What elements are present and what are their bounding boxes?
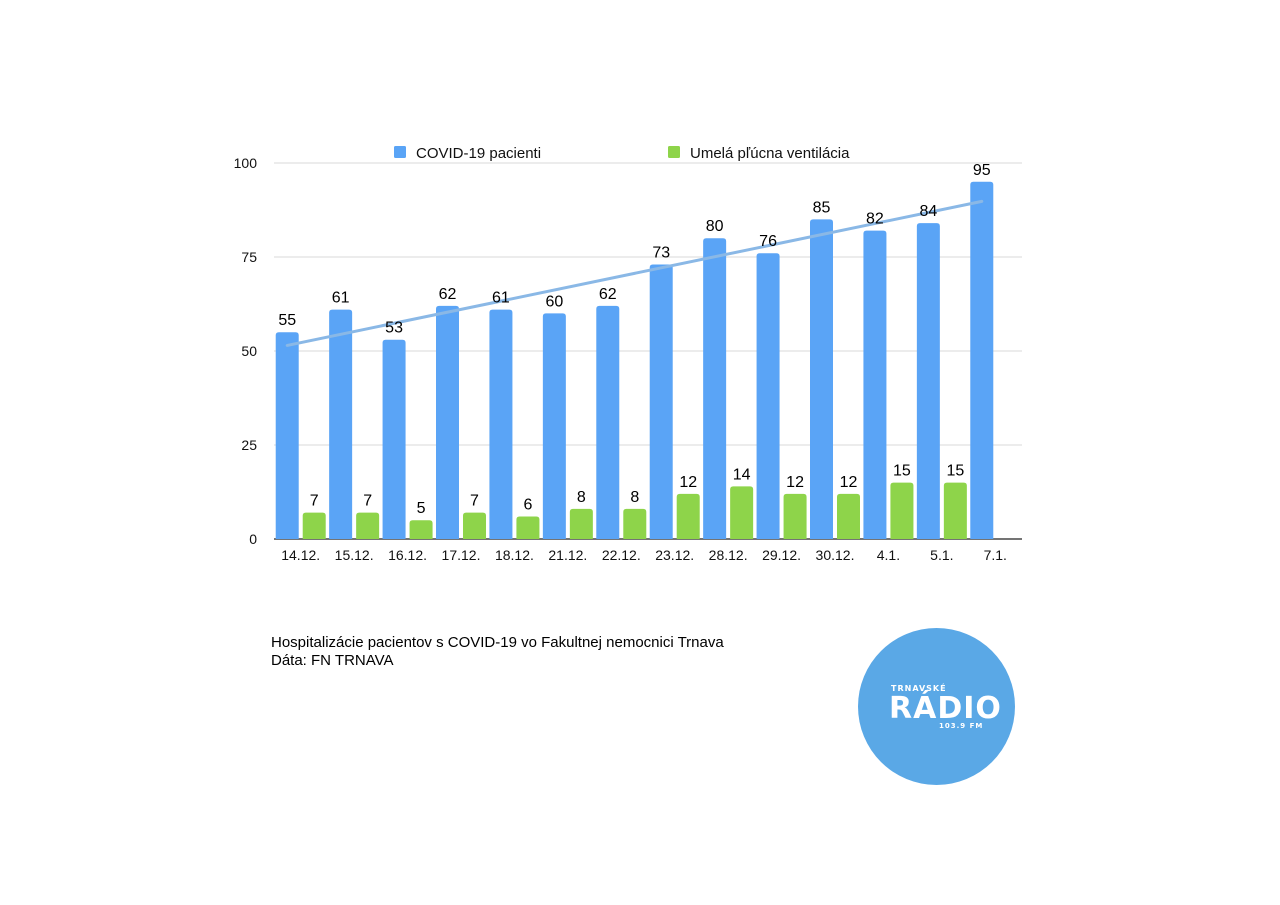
bar-ventilation bbox=[463, 512, 486, 539]
x-tick-label: 14.12. bbox=[281, 547, 320, 563]
bar-covid-patients bbox=[436, 305, 459, 539]
bar-ventilation bbox=[943, 482, 967, 539]
bar-ventilation bbox=[730, 486, 754, 539]
x-tick-label: 23.12. bbox=[655, 547, 694, 563]
data-label: 7 bbox=[470, 493, 479, 510]
bar-ventilation bbox=[890, 482, 914, 539]
logo-top-text: TRNAVSKÉ bbox=[891, 684, 947, 693]
bar-covid-patients bbox=[649, 264, 673, 539]
data-label: 82 bbox=[866, 211, 884, 228]
caption-line-2: Dáta: FN TRNAVA bbox=[271, 652, 394, 669]
bar-ventilation bbox=[409, 520, 433, 539]
bar-covid-patients bbox=[970, 181, 994, 540]
bar-covid-patients bbox=[703, 238, 727, 539]
legend-label: Umelá pľúcna ventilácia bbox=[690, 145, 850, 162]
bar-covid-patients bbox=[329, 309, 353, 539]
x-tick-label: 7.1. bbox=[984, 547, 1007, 563]
bar-ventilation bbox=[302, 512, 326, 539]
x-tick-label: 21.12. bbox=[548, 547, 587, 563]
data-label: 12 bbox=[679, 474, 697, 491]
legend-label: COVID-19 pacienti bbox=[416, 145, 541, 162]
data-labels: 55 7 61 7 53 5 62 7 61 6 60 8 62 8 73 12 80 14 76 12 85 12 82 1… bbox=[278, 162, 990, 517]
data-label: 80 bbox=[706, 218, 724, 235]
bar-ventilation bbox=[837, 493, 860, 539]
x-tick-label: 18.12. bbox=[495, 547, 534, 563]
caption-line-1: Hospitalizácie pacientov s COVID-19 vo F… bbox=[271, 634, 724, 651]
bar-covid-patients bbox=[916, 223, 940, 539]
data-label: 12 bbox=[840, 474, 858, 491]
bar-ventilation bbox=[356, 512, 380, 539]
data-label: 73 bbox=[652, 245, 670, 262]
bar-covid-patients bbox=[489, 309, 513, 539]
data-label: 14 bbox=[733, 466, 751, 483]
bar-covid-patients bbox=[275, 332, 299, 539]
y-axis-ticks: 0 25 50 75 100 bbox=[234, 155, 258, 547]
trnavske-radio-logo: TRNAVSKÉ RÁDIO 103.9 FM bbox=[858, 628, 1015, 785]
x-tick-label: 22.12. bbox=[602, 547, 641, 563]
x-tick-label: 4.1. bbox=[877, 547, 900, 563]
data-label: 8 bbox=[577, 489, 586, 506]
bar-covid-patients bbox=[756, 253, 780, 540]
y-tick-label: 25 bbox=[241, 437, 257, 453]
bar-ventilation bbox=[783, 493, 807, 539]
data-label: 7 bbox=[310, 493, 319, 510]
y-tick-label: 0 bbox=[249, 531, 257, 547]
logo-main-text: RÁDIO bbox=[889, 691, 1002, 726]
bar-ventilation bbox=[676, 493, 700, 539]
y-tick-label: 75 bbox=[241, 249, 257, 265]
data-label: 76 bbox=[759, 233, 777, 250]
data-label: 85 bbox=[813, 199, 831, 216]
legend-swatch bbox=[394, 146, 406, 158]
x-tick-label: 5.1. bbox=[930, 547, 953, 563]
trendline-group bbox=[285, 199, 984, 347]
chart-caption: Hospitalizácie pacientov s COVID-19 vo F… bbox=[271, 634, 724, 670]
data-label: 5 bbox=[417, 500, 426, 517]
bar-covid-patients bbox=[542, 313, 566, 539]
x-tick-label: 30.12. bbox=[816, 547, 855, 563]
data-label: 55 bbox=[278, 312, 296, 329]
x-tick-label: 29.12. bbox=[762, 547, 801, 563]
data-label: 62 bbox=[599, 286, 617, 303]
x-tick-label: 16.12. bbox=[388, 547, 427, 563]
data-label: 60 bbox=[545, 293, 563, 310]
data-label: 15 bbox=[946, 463, 964, 480]
bar-covid-patients bbox=[810, 219, 833, 539]
data-label: 61 bbox=[492, 290, 510, 307]
data-label: 7 bbox=[363, 493, 372, 510]
data-label: 95 bbox=[973, 162, 991, 179]
x-axis-ticks: 14.12. 15.12. 16.12. 17.12. 18.12. 21.12. 22.1… bbox=[281, 547, 1007, 563]
data-label: 6 bbox=[523, 496, 532, 513]
legend: COVID-19 pacienti Umelá pľúcna ventilácia bbox=[394, 145, 850, 162]
data-label: 61 bbox=[332, 290, 350, 307]
legend-swatch bbox=[668, 146, 680, 158]
logo-sub-text: 103.9 FM bbox=[939, 722, 984, 730]
data-label: 15 bbox=[893, 463, 911, 480]
bar-covid-patients bbox=[382, 339, 406, 539]
data-label: 12 bbox=[786, 474, 804, 491]
trendline bbox=[285, 199, 984, 347]
x-tick-label: 28.12. bbox=[709, 547, 748, 563]
y-tick-label: 50 bbox=[241, 343, 257, 359]
bar-ventilation bbox=[623, 508, 647, 539]
bars bbox=[275, 181, 994, 540]
data-label: 62 bbox=[439, 286, 457, 303]
bar-covid-patients bbox=[596, 305, 620, 539]
data-label: 53 bbox=[385, 320, 403, 337]
x-tick-label: 17.12. bbox=[442, 547, 481, 563]
bar-ventilation bbox=[569, 508, 593, 539]
data-label: 84 bbox=[919, 203, 937, 220]
bar-ventilation bbox=[516, 516, 540, 539]
y-tick-label: 100 bbox=[234, 155, 258, 171]
data-label: 8 bbox=[630, 489, 639, 506]
bar-covid-patients bbox=[863, 230, 887, 539]
x-tick-label: 15.12. bbox=[335, 547, 374, 563]
